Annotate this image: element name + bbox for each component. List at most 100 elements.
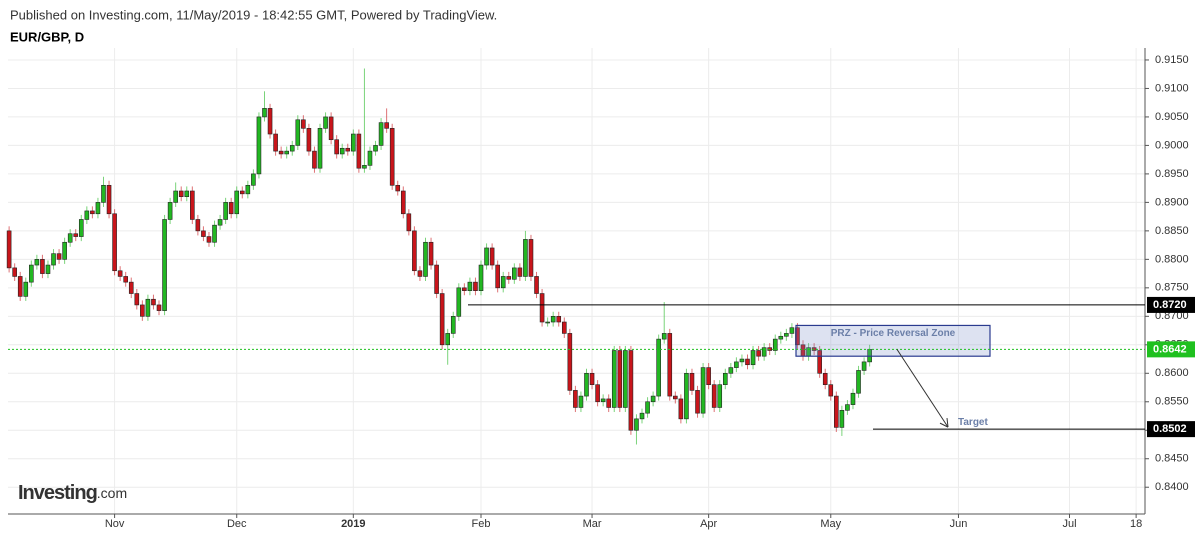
candle-body [650,395,656,403]
x-tick-label: Mar [583,518,602,530]
candle-body [423,241,428,277]
candle-body [262,108,267,118]
candle-body [95,202,101,215]
candle-body [717,384,723,408]
chart-title: EUR/GBP, D [10,29,84,44]
candle-body [101,184,106,203]
candle-body [29,264,34,283]
candle-body [173,190,178,203]
x-tick-label: Jul [1062,518,1076,530]
candle-body [734,361,739,368]
candle-body [739,358,745,363]
candle-body [789,327,795,334]
candle-body [517,267,523,277]
candle-body [722,372,728,385]
candle-body [828,384,834,397]
candle-body [228,202,234,215]
candle-body [512,267,517,280]
y-tick-label: 0.8950 [1155,168,1189,180]
candle-body [606,398,612,408]
candle-body [73,233,79,237]
candle-body [23,281,29,297]
candle-body [151,298,156,306]
candle-body [467,281,473,291]
candle-body [345,147,351,152]
price-label: 0.8642 [1153,343,1187,355]
logo-name: Investing [18,482,97,504]
candle-body [45,264,51,274]
candle-body [195,219,201,232]
candle-body [500,276,506,289]
candle-body [728,367,734,374]
candle-body [295,119,301,146]
y-tick-label: 0.8600 [1155,367,1189,379]
candle-body [128,281,134,294]
candle-body [462,287,467,291]
y-tick-label: 0.8750 [1155,282,1189,294]
candle-body [78,219,84,237]
plot [6,68,872,445]
candle-body [351,133,356,152]
source-note: Published on Investing.com, 11/May/2019 … [10,7,497,22]
candle-body [184,190,190,197]
candle-body [206,236,212,243]
zone-label: PRZ - Price Reversal Zone [831,328,956,339]
candle-body [456,287,462,317]
candle-body [417,270,423,277]
candle-body [772,338,778,351]
price-label-box [1147,296,1195,313]
candle-body [106,184,112,215]
candle-body [589,372,595,385]
candle-body [201,230,206,237]
candle-body [134,293,140,306]
candle-body [162,219,167,311]
candle-body [140,304,145,317]
candle-body [656,338,661,397]
candle-body [289,145,295,152]
x-tick-label: Feb [472,518,491,530]
candle-body [34,259,40,266]
price-label-box [1147,341,1195,358]
candle-body [473,281,478,291]
candle-body [784,333,789,337]
candle-body [400,190,406,215]
candle-body [284,150,289,155]
candle-body [850,392,856,405]
candle-body [251,173,256,186]
candle-body [334,139,339,155]
target-arrow [896,349,949,428]
candle-body [367,150,373,166]
candle-body [278,150,284,155]
candle-body [323,116,328,129]
candle-body [395,184,401,192]
candle-body [245,184,251,195]
y-tick-label: 0.9050 [1155,111,1189,123]
candle-body [822,372,828,385]
candle-body [661,333,667,340]
candle-body [634,418,639,431]
candle-body [378,122,384,146]
candle-body [412,230,417,272]
candle-body [534,276,539,294]
candle-body [84,210,90,220]
candle-body [600,398,606,403]
y-tick-label: 0.8550 [1155,396,1189,408]
candle-body [223,202,228,220]
candle-body [450,316,456,334]
candle-body [434,264,439,294]
candle-body [40,259,45,274]
candle-body [389,128,395,186]
candle-body [573,390,578,408]
candle-body [273,133,278,152]
candle-body [406,213,412,232]
candle-body [17,276,23,297]
y-tick-label: 0.8850 [1155,225,1189,237]
candle-body [545,321,550,324]
candle-body [745,358,750,366]
candle-body [51,253,56,266]
candle-body [684,372,689,420]
candle-body [645,401,650,414]
candle-body [356,133,362,169]
candle-body [239,190,245,195]
